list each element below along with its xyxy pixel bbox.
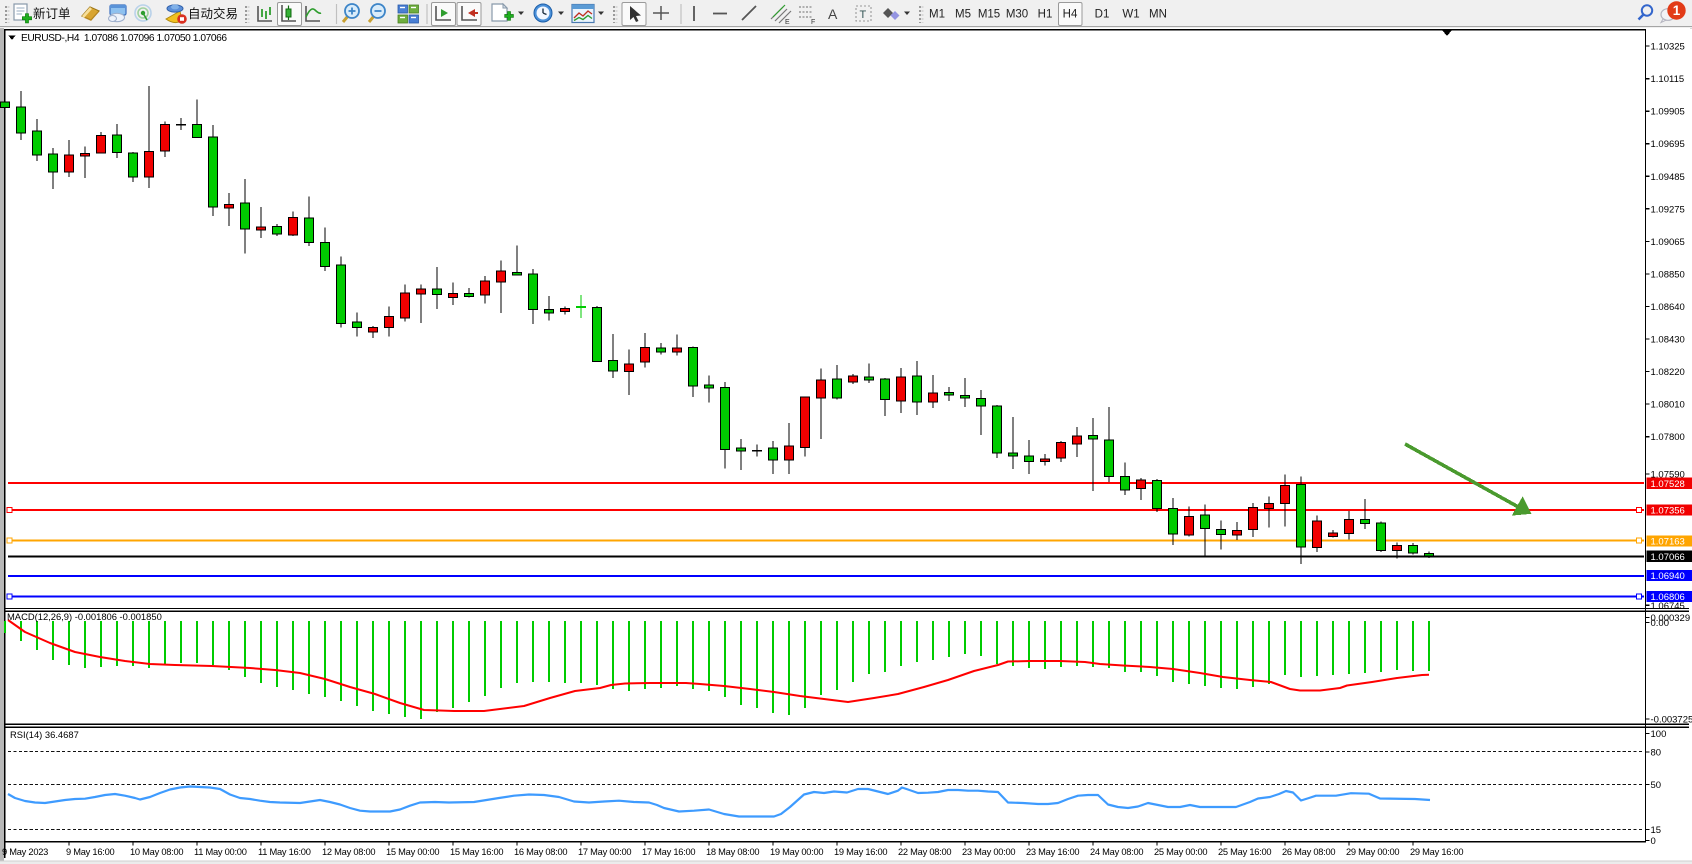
svg-text:9 May 2023: 9 May 2023 <box>2 847 48 857</box>
svg-text:1.09275: 1.09275 <box>1651 204 1685 215</box>
svg-text:10 May 08:00: 10 May 08:00 <box>130 847 183 857</box>
svg-text:M5: M5 <box>955 9 971 21</box>
svg-text:新订单: 新订单 <box>33 6 71 21</box>
svg-text:19 May 16:00: 19 May 16:00 <box>834 847 887 857</box>
svg-text:1.08430: 1.08430 <box>1651 335 1685 346</box>
svg-text:1.07356: 1.07356 <box>1651 506 1685 517</box>
svg-text:M15: M15 <box>978 9 1000 21</box>
svg-text:1.08850: 1.08850 <box>1651 269 1685 280</box>
svg-text:100: 100 <box>1651 729 1667 740</box>
svg-text:EURUSD-,H4 1.07086 1.07096 1.: EURUSD-,H4 1.07086 1.07096 1.07050 1.070… <box>21 33 227 44</box>
svg-text:1.06745: 1.06745 <box>1651 601 1685 612</box>
svg-text:1.10115: 1.10115 <box>1651 74 1685 85</box>
svg-text:1.06940: 1.06940 <box>1651 571 1685 582</box>
svg-text:17 May 16:00: 17 May 16:00 <box>642 847 695 857</box>
svg-text:17 May 00:00: 17 May 00:00 <box>578 847 631 857</box>
svg-text:1.09065: 1.09065 <box>1651 237 1685 248</box>
svg-text:1.09695: 1.09695 <box>1651 139 1685 150</box>
svg-text:80: 80 <box>1651 748 1662 759</box>
svg-text:11 May 16:00: 11 May 16:00 <box>258 847 311 857</box>
svg-text:0.00: 0.00 <box>1651 618 1670 629</box>
svg-text:24 May 08:00: 24 May 08:00 <box>1090 847 1143 857</box>
svg-text:1.09905: 1.09905 <box>1651 107 1685 118</box>
svg-text:16 May 08:00: 16 May 08:00 <box>514 847 567 857</box>
svg-text:H4: H4 <box>1063 9 1078 21</box>
svg-text:D1: D1 <box>1095 9 1110 21</box>
svg-text:M30: M30 <box>1006 9 1028 21</box>
svg-text:1.07800: 1.07800 <box>1651 432 1685 443</box>
svg-text:11 May 00:00: 11 May 00:00 <box>194 847 247 857</box>
svg-text:A: A <box>828 6 838 22</box>
svg-text:1.07528: 1.07528 <box>1651 479 1685 490</box>
svg-text:23 May 16:00: 23 May 16:00 <box>1026 847 1079 857</box>
svg-text:RSI(14) 36.4687: RSI(14) 36.4687 <box>10 729 79 740</box>
svg-text:1: 1 <box>1673 3 1681 18</box>
svg-text:1.09485: 1.09485 <box>1651 172 1685 183</box>
svg-text:26 May 08:00: 26 May 08:00 <box>1282 847 1335 857</box>
svg-text:1.10325: 1.10325 <box>1651 42 1685 53</box>
svg-text:1.07066: 1.07066 <box>1651 552 1685 563</box>
svg-text:15 May 16:00: 15 May 16:00 <box>450 847 503 857</box>
svg-text:22 May 08:00: 22 May 08:00 <box>898 847 951 857</box>
svg-text:-0.003725: -0.003725 <box>1651 715 1692 726</box>
svg-text:H1: H1 <box>1038 9 1053 21</box>
svg-text:MACD(12,26,9) -0.001806 -0.001: MACD(12,26,9) -0.001806 -0.001850 <box>7 611 162 622</box>
svg-text:25 May 16:00: 25 May 16:00 <box>1218 847 1271 857</box>
svg-text:9 May 16:00: 9 May 16:00 <box>66 847 114 857</box>
svg-text:29 May 00:00: 29 May 00:00 <box>1346 847 1399 857</box>
svg-text:25 May 00:00: 25 May 00:00 <box>1154 847 1207 857</box>
svg-text:50: 50 <box>1651 780 1662 791</box>
svg-text:1.08010: 1.08010 <box>1651 400 1685 411</box>
svg-text:18 May 08:00: 18 May 08:00 <box>706 847 759 857</box>
svg-text:1.08220: 1.08220 <box>1651 367 1685 378</box>
svg-text:12 May 08:00: 12 May 08:00 <box>322 847 375 857</box>
svg-text:15: 15 <box>1651 825 1662 836</box>
svg-text:M1: M1 <box>929 9 945 21</box>
svg-text:0: 0 <box>1651 836 1656 847</box>
svg-text:W1: W1 <box>1122 9 1139 21</box>
svg-text:E: E <box>785 19 790 26</box>
svg-text:T: T <box>860 9 867 21</box>
svg-text:19 May 00:00: 19 May 00:00 <box>770 847 823 857</box>
svg-text:F: F <box>811 19 815 26</box>
svg-text:1.07590: 1.07590 <box>1651 470 1685 481</box>
svg-text:23 May 00:00: 23 May 00:00 <box>962 847 1015 857</box>
svg-text:MN: MN <box>1149 9 1167 21</box>
svg-text:1.08640: 1.08640 <box>1651 302 1685 313</box>
svg-text:0.000329: 0.000329 <box>1651 613 1691 624</box>
svg-text:1.07163: 1.07163 <box>1651 537 1685 548</box>
svg-text:29 May 16:00: 29 May 16:00 <box>1410 847 1463 857</box>
svg-text:1.06806: 1.06806 <box>1651 592 1685 603</box>
svg-text:自动交易: 自动交易 <box>188 6 238 21</box>
svg-text:15 May 00:00: 15 May 00:00 <box>386 847 439 857</box>
